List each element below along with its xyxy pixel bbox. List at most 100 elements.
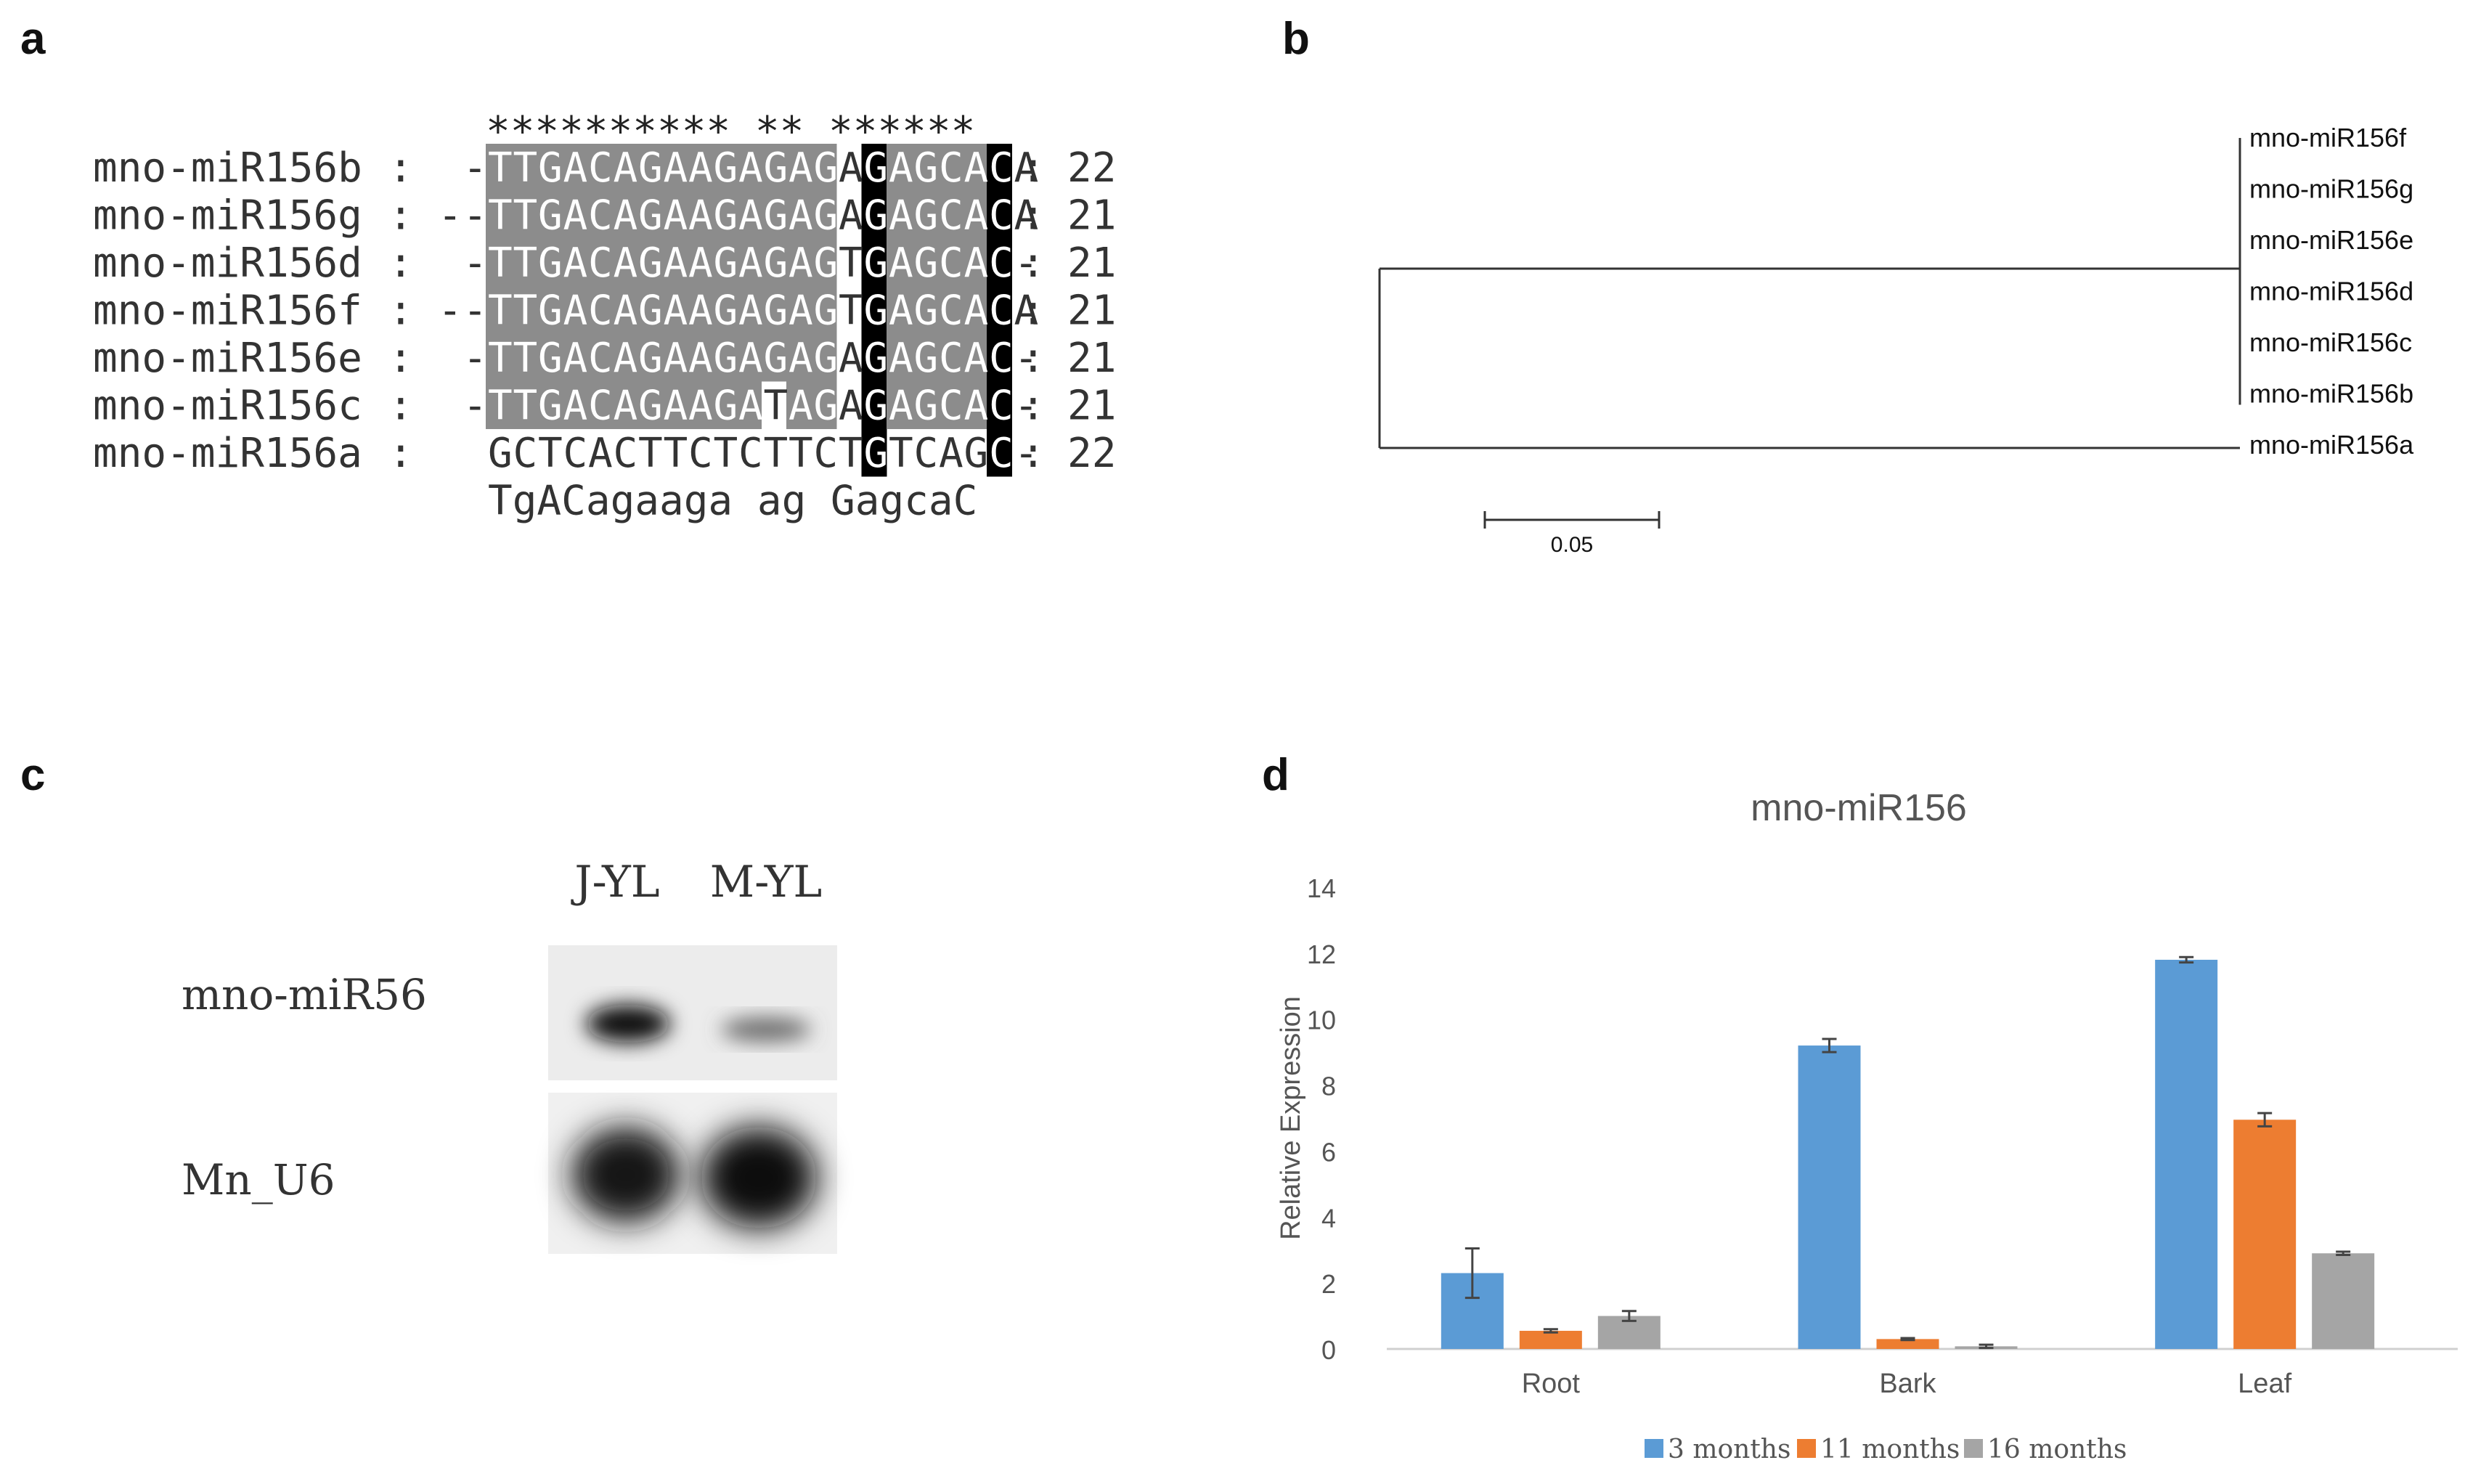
sequence-separator: : bbox=[1021, 192, 1046, 240]
alignment-shade bbox=[536, 381, 561, 429]
alignment-shade bbox=[761, 144, 787, 192]
alignment-shade bbox=[486, 334, 511, 382]
alignment-shade bbox=[561, 191, 587, 239]
alignment-shade bbox=[887, 334, 912, 382]
alignment-shade bbox=[911, 381, 937, 429]
alignment-shade bbox=[887, 144, 912, 192]
alignment-shade bbox=[811, 239, 837, 287]
alignment-shade bbox=[961, 144, 987, 192]
alignment-shade bbox=[736, 334, 762, 382]
sequence-text: --TTGACAGAAGAGAGTGAGCACA bbox=[438, 288, 1038, 335]
alignment-shade bbox=[561, 334, 587, 382]
sequence-separator: : bbox=[388, 144, 413, 192]
alignment-shade bbox=[586, 144, 611, 192]
sequence-separator: : bbox=[388, 192, 413, 240]
alignment-shade bbox=[937, 381, 962, 429]
alignment-shade bbox=[561, 239, 587, 287]
y-axis-label: Relative Expression bbox=[1276, 996, 1306, 1240]
alignment-shade bbox=[661, 334, 687, 382]
panel-letter-c: c bbox=[20, 750, 46, 800]
bar bbox=[1798, 1045, 1861, 1349]
tree-leaf-label: mno-miR156d bbox=[2249, 277, 2413, 306]
y-tick-label: 0 bbox=[1321, 1335, 1336, 1365]
alignment-shade bbox=[586, 239, 611, 287]
alignment-shade bbox=[536, 239, 561, 287]
blot-band-myl-mir bbox=[721, 1018, 811, 1041]
tree-leaf-label: mno-miR156c bbox=[2249, 327, 2412, 357]
alignment-shade bbox=[811, 381, 837, 429]
alignment-shade bbox=[486, 286, 511, 334]
blot-row-label-2: Mn_U6 bbox=[182, 1155, 335, 1204]
alignment-shade bbox=[711, 191, 737, 239]
lane-label-1: J-YL bbox=[570, 857, 659, 908]
alignment-shade bbox=[736, 381, 762, 429]
alignment-shade bbox=[586, 286, 611, 334]
sequence-name: mno-miR156c bbox=[93, 383, 362, 430]
phylogenetic-tree: mno-miR156f mno-miR156g mno-miR156e mno-miR… bbox=[1378, 123, 2414, 557]
blot-band-myl-u6 bbox=[701, 1127, 817, 1228]
alignment-shade bbox=[561, 381, 587, 429]
alignment-shade bbox=[961, 191, 987, 239]
sequence-separator: : bbox=[388, 383, 413, 430]
alignment-shade bbox=[987, 144, 1012, 192]
alignment-shade bbox=[887, 286, 912, 334]
alignment-shade bbox=[661, 286, 687, 334]
alignment-shade bbox=[711, 334, 737, 382]
alignment-shade bbox=[611, 239, 637, 287]
alignment-shade bbox=[761, 239, 787, 287]
legend-label: 3 months bbox=[1668, 1435, 1790, 1464]
alignment-shade bbox=[736, 144, 762, 192]
y-tick-label: 2 bbox=[1321, 1269, 1336, 1299]
alignment-shade bbox=[887, 239, 912, 287]
sequence-name: mno-miR156e bbox=[93, 335, 362, 382]
alignment-shade bbox=[536, 144, 561, 192]
y-tick-label: 6 bbox=[1321, 1137, 1336, 1167]
blot-band-jyl-u6 bbox=[571, 1127, 680, 1223]
alignment-shade bbox=[937, 286, 962, 334]
alignment-shade bbox=[586, 191, 611, 239]
x-tick-label: Root bbox=[1522, 1369, 1581, 1399]
panel-letter-d: d bbox=[1262, 750, 1289, 800]
alignment-shade bbox=[987, 239, 1012, 287]
alignment-shade bbox=[510, 191, 537, 239]
alignment-shade bbox=[911, 286, 937, 334]
alignment-shade bbox=[510, 239, 537, 287]
alignment-shade bbox=[661, 381, 687, 429]
bar bbox=[1519, 1331, 1582, 1349]
alignment-shade bbox=[761, 191, 787, 239]
sequence-length: 21 bbox=[1067, 288, 1116, 335]
alignment-shade bbox=[686, 286, 712, 334]
alignment-shade bbox=[636, 381, 661, 429]
sequence-text: -TTGACAGAAGAGAGAGAGCACA bbox=[463, 144, 1039, 192]
alignment-shade bbox=[861, 381, 887, 429]
alignment-shade bbox=[636, 191, 661, 239]
blot-row-label-1: mno-miR56 bbox=[182, 970, 427, 1019]
alignment-shade bbox=[586, 334, 611, 382]
alignment-shade bbox=[611, 334, 637, 382]
y-tick-label: 4 bbox=[1321, 1203, 1336, 1233]
alignment-shade bbox=[937, 191, 962, 239]
alignment-shade bbox=[911, 334, 937, 382]
alignment-shade bbox=[937, 144, 962, 192]
sequence-length: 21 bbox=[1067, 383, 1116, 430]
alignment-shade bbox=[611, 191, 637, 239]
tree-leaf-label: mno-miR156g bbox=[2249, 174, 2413, 204]
alignment-shade bbox=[736, 191, 762, 239]
tree-leaf-label: mno-miR156a bbox=[2249, 430, 2414, 460]
alignment-shade bbox=[786, 191, 812, 239]
alignment-shade bbox=[786, 381, 812, 429]
bar bbox=[1876, 1339, 1939, 1349]
bar-chart: mno-miR156 0 2 4 6 8 10 12 14 Relative Expression… bbox=[1276, 787, 2458, 1464]
alignment-shade bbox=[937, 334, 962, 382]
sequence-name: mno-miR156a bbox=[93, 430, 362, 477]
x-tick-label: Leaf bbox=[2238, 1369, 2291, 1399]
sequence-separator: : bbox=[1021, 383, 1046, 430]
scale-bar-label: 0.05 bbox=[1551, 533, 1593, 557]
panel-a-alignment: a ********** ** ****** mno-miR156b: -TTGA… bbox=[0, 0, 1162, 581]
sequence-length: 21 bbox=[1067, 192, 1116, 240]
alignment-shade bbox=[811, 334, 837, 382]
panel-b-tree: b mno-miR156f mno-miR156g mno-miR156e mno-m… bbox=[1234, 0, 2465, 653]
alignment-shade bbox=[711, 286, 737, 334]
sequence-separator: : bbox=[388, 430, 413, 477]
alignment-shade bbox=[811, 286, 837, 334]
